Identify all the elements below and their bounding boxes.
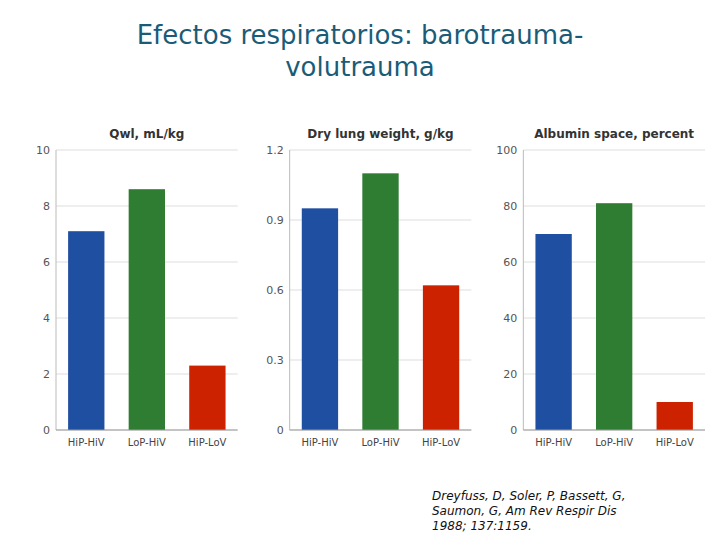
x-axis-line (523, 430, 705, 431)
citation: Dreyfuss, D, Soler, P, Bassett, G,Saumon… (432, 489, 625, 533)
panel: Albumin space, percent 0 20 40 60 80 100 HiP-Hi… (496, 127, 705, 448)
bar (129, 189, 165, 430)
bar (423, 285, 459, 430)
x-tick-label: HiP-LoV (188, 437, 226, 448)
bar (302, 208, 338, 430)
x-axis-line (290, 430, 472, 431)
y-tick-label: 60 (503, 256, 517, 269)
y-axis-line (523, 150, 524, 430)
y-tick-label: 0.9 (266, 214, 284, 227)
bar (362, 173, 398, 430)
grid-line (56, 150, 238, 151)
grid-line (290, 150, 472, 151)
bars (68, 189, 225, 430)
bars (302, 173, 459, 430)
grid-line (523, 150, 705, 151)
y-tick-label: 2 (43, 368, 50, 381)
y-tick-label: 6 (43, 256, 50, 269)
y-tick-label: 100 (496, 144, 517, 157)
y-tick-label: 1.2 (266, 144, 284, 157)
y-tick-label: 80 (503, 200, 517, 213)
x-tick-label: HiP-HiV (535, 437, 572, 448)
y-tick-label: 4 (43, 312, 50, 325)
bars (535, 203, 692, 430)
y-axis-line (289, 150, 290, 430)
x-tick-label: HiP-HiV (68, 437, 105, 448)
x-tick-label: HiP-HiV (302, 437, 339, 448)
y-tick-label: 0.3 (266, 354, 284, 367)
y-tick-label: 40 (503, 312, 517, 325)
y-tick-label: 0.6 (266, 284, 284, 297)
panel: Dry lung weight, g/kg 0 0.3 0.6 0.9 1.2 HiP-Hi… (266, 127, 471, 448)
x-tick-label: HiP-LoV (656, 437, 694, 448)
panel: Qwl, mL/kg 0 2 4 6 8 10 HiP-HiV LoP-HiV HiP-LoV (36, 127, 238, 448)
y-tick-label: 0 (510, 424, 517, 437)
x-tick-label: HiP-LoV (422, 437, 460, 448)
bar (535, 234, 571, 430)
bar (596, 203, 632, 430)
chart-title: Qwl, mL/kg (109, 127, 184, 141)
chart-title: Albumin space, percent (534, 127, 694, 141)
x-tick-label: LoP-HiV (128, 437, 166, 448)
y-tick-label: 10 (36, 144, 50, 157)
bar (189, 366, 225, 430)
x-axis-line (56, 430, 238, 431)
title: Efectos respiratorios: barotrauma-volutr… (137, 20, 584, 82)
y-tick-label: 0 (277, 424, 284, 437)
figure: Efectos respiratorios: barotrauma-volutr… (0, 0, 720, 540)
bar (68, 231, 104, 430)
y-tick-label: 0 (43, 424, 50, 437)
bar (657, 402, 693, 430)
x-tick-label: LoP-HiV (595, 437, 633, 448)
grid-line (56, 430, 238, 431)
y-tick-label: 20 (503, 368, 517, 381)
x-tick-label: LoP-HiV (361, 437, 399, 448)
chart-title: Dry lung weight, g/kg (307, 127, 453, 141)
grid-line (290, 430, 472, 431)
y-tick-label: 8 (43, 200, 50, 213)
grid-line (523, 430, 705, 431)
y-axis-line (56, 150, 57, 430)
